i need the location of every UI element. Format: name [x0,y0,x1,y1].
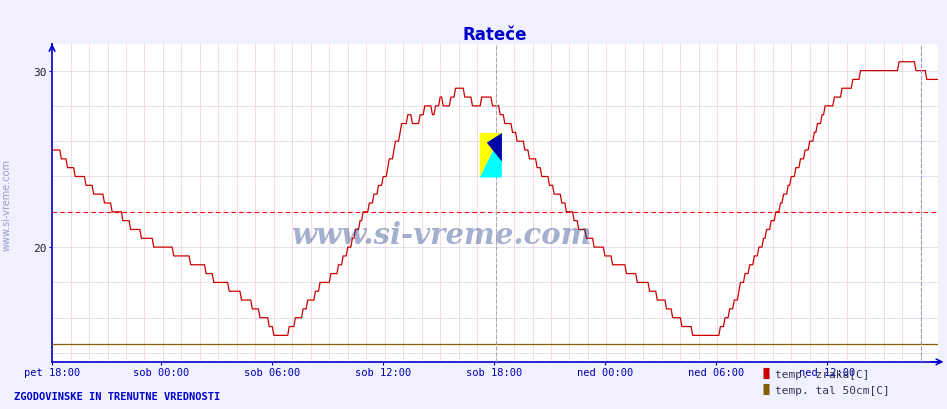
Text: www.si-vreme.com: www.si-vreme.com [292,221,592,249]
Title: Rateče: Rateče [462,25,527,43]
Polygon shape [480,134,502,178]
Legend: temp. zraka[C], temp. tal 50cm[C]: temp. zraka[C], temp. tal 50cm[C] [759,365,894,399]
Polygon shape [480,134,502,178]
Text: ZGODOVINSKE IN TRENUTNE VREDNOSTI: ZGODOVINSKE IN TRENUTNE VREDNOSTI [14,391,221,401]
Polygon shape [487,134,502,162]
Text: www.si-vreme.com: www.si-vreme.com [2,159,11,250]
